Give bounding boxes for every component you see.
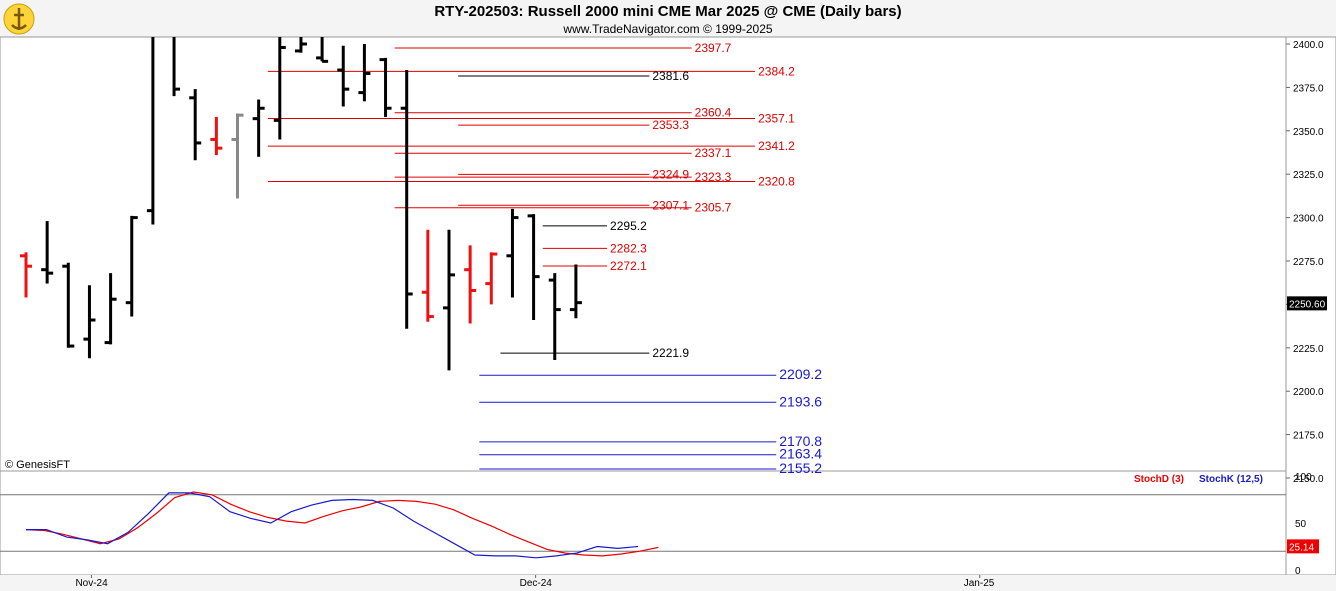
stoch-line-stochD [25, 491, 659, 557]
price-tick-label: 2375.0 [1293, 83, 1324, 94]
price-tick-label: 2275.0 [1293, 257, 1324, 268]
date-tick-label: Jan-25 [964, 578, 995, 589]
stoch-tick-label: 0 [1295, 566, 1301, 577]
date-tick-label: Nov-24 [75, 578, 108, 589]
red-level-label: 2360.4 [695, 106, 732, 120]
price-tick-label: 2175.0 [1293, 431, 1324, 442]
stochK-legend: StochK (12,5) [1199, 474, 1263, 485]
blue-level-label: 2163.4 [779, 446, 822, 462]
last-price-label: 2250.60 [1289, 299, 1326, 310]
price-tick-label: 2350.0 [1293, 127, 1324, 138]
price-tick-label: 2225.0 [1293, 344, 1324, 355]
genesis-logo-icon [3, 3, 35, 35]
price-tick-label: 2200.0 [1293, 387, 1324, 398]
black-level-label: 2381.6 [652, 69, 689, 83]
stoch-last-label: 25.14 [1289, 542, 1314, 553]
red-level-label: 2282.3 [610, 241, 647, 255]
blue-level-label: 2170.8 [779, 433, 822, 449]
chart-frames [0, 36, 1336, 591]
red-level-label: 2357.1 [758, 111, 795, 125]
chart-title: RTY-202503: Russell 2000 mini CME Mar 20… [434, 3, 902, 20]
red-level-label: 2397.7 [695, 41, 732, 55]
price-axis: 2150.02175.02200.02225.02250.02275.02300… [75, 40, 1327, 589]
stochD-legend: StochD (3) [1134, 474, 1184, 485]
stoch-tick-label: 50 [1295, 519, 1307, 530]
red-level-label: 2341.2 [758, 139, 795, 153]
red-level-label: 2353.3 [652, 118, 689, 132]
level-lines: 2397.7 2384.2 2360.4 2357.1 2353.3 2341.2 2337… [267, 41, 822, 476]
red-level-label: 2320.8 [758, 174, 795, 188]
black-level-label: 2221.9 [652, 346, 689, 360]
red-level-label: 2337.1 [695, 146, 732, 160]
ohlc-bars [20, 37, 582, 371]
price-tick-label: 2300.0 [1293, 214, 1324, 225]
date-tick-label: Dec-24 [520, 578, 553, 589]
date-strip [0, 575, 1336, 591]
black-level-label: 2295.2 [610, 219, 647, 233]
stochastic-panel: 0 50 100 StochD (3) StochK (12,5) 25.14 [0, 472, 1319, 577]
stoch-tick-label: 100 [1295, 472, 1312, 483]
red-level-label: 2323.3 [695, 170, 732, 184]
red-level-label: 2305.7 [695, 201, 732, 215]
blue-level-label: 2209.2 [779, 366, 822, 382]
red-level-label: 2307.1 [652, 198, 689, 212]
blue-level-label: 2155.2 [779, 460, 822, 476]
red-level-label: 2324.9 [652, 167, 689, 181]
red-level-label: 2384.2 [758, 64, 795, 78]
last-price-box [1287, 296, 1327, 311]
price-tick-label: 2400.0 [1293, 40, 1324, 51]
red-level-label: 2272.1 [610, 259, 647, 273]
stoch-panel-frame [0, 470, 1287, 576]
chart-subtitle: www.TradeNavigator.com © 1999-2025 [563, 22, 773, 36]
blue-level-label: 2193.6 [779, 393, 822, 409]
chart-header: RTY-202503: Russell 2000 mini CME Mar 20… [0, 0, 1336, 37]
price-tick-label: 2150.0 [1293, 474, 1324, 485]
price-panel-frame [0, 36, 1287, 472]
watermark-label: © GenesisFT [5, 459, 70, 471]
stoch-last-box [1287, 539, 1319, 554]
stoch-line-stochK [26, 492, 639, 559]
price-tick-label: 2325.0 [1293, 170, 1324, 181]
